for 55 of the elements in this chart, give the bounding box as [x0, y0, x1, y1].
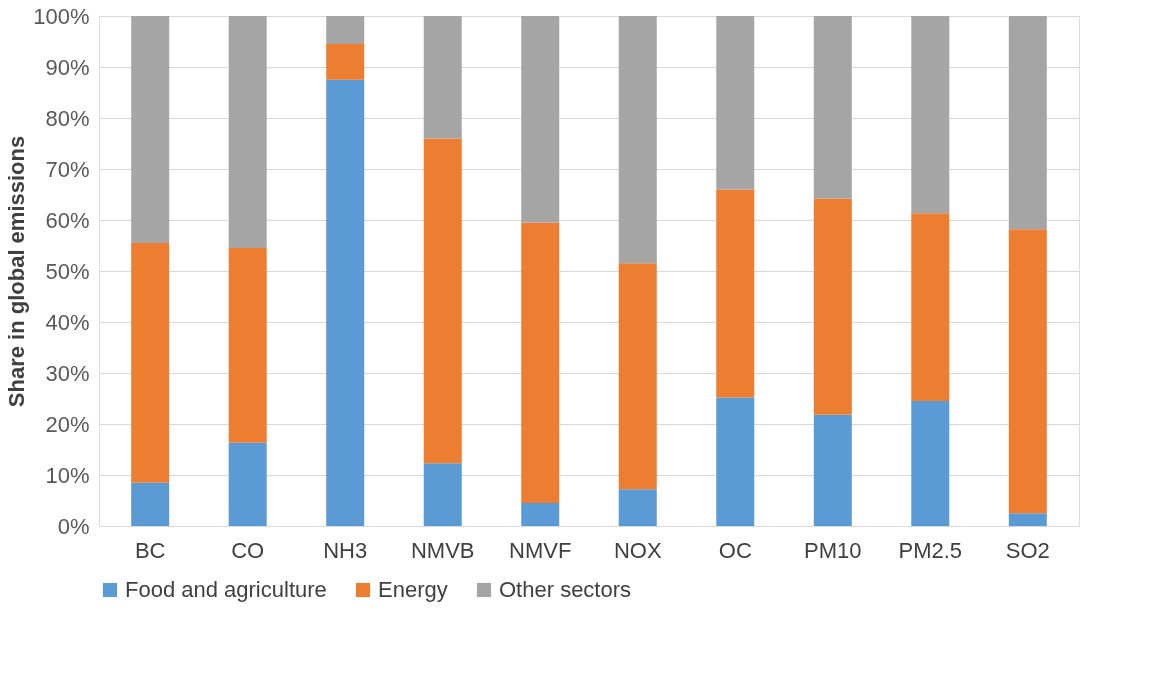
bar: [716, 16, 755, 190]
x-tick-label: NOX: [613, 537, 662, 563]
bar: [618, 489, 657, 526]
bar: [326, 44, 365, 80]
y-tick-label: 90%: [45, 54, 90, 80]
bar: [813, 16, 852, 199]
x-tick-label: PM10: [804, 537, 862, 563]
bar: [228, 16, 267, 249]
bar: [911, 16, 950, 214]
y-tick-label: 10%: [45, 462, 90, 488]
bar: [1008, 513, 1047, 526]
bar: [813, 414, 852, 526]
bar: [911, 401, 950, 526]
y-tick-label: 30%: [45, 360, 90, 386]
x-tick-label: BC: [134, 537, 166, 563]
legend-label: Other sectors: [499, 577, 632, 602]
x-tick-label: NMVB: [410, 537, 475, 563]
y-tick-label: 80%: [45, 105, 90, 131]
y-tick-label: 100%: [33, 3, 90, 29]
y-tick-label: 20%: [45, 411, 90, 437]
bar: [326, 79, 365, 526]
y-tick-label: 0%: [57, 513, 90, 539]
y-tick-label: 50%: [45, 258, 90, 284]
y-axis-title: Share in global emissions: [4, 135, 30, 408]
bar: [423, 16, 462, 139]
bar: [423, 463, 462, 526]
bar: [521, 503, 560, 526]
bar: [228, 442, 267, 526]
x-tick-label: CO: [231, 537, 265, 563]
bar: [521, 222, 560, 504]
bar: [813, 198, 852, 415]
legend-label: Energy: [378, 577, 448, 602]
bar: [911, 213, 950, 402]
bar: [131, 16, 170, 243]
bar: [326, 16, 365, 45]
bar: [716, 397, 755, 526]
bar: [1008, 229, 1047, 514]
bar: [521, 16, 560, 223]
y-tick-label: 40%: [45, 309, 90, 335]
x-tick-label: OC: [718, 537, 752, 563]
bar: [1008, 16, 1047, 230]
bar: [423, 138, 462, 464]
bar: [131, 242, 170, 483]
y-tick-label: 60%: [45, 207, 90, 233]
bar: [131, 482, 170, 526]
x-tick-label: PM2.5: [898, 537, 963, 563]
bar: [618, 16, 657, 264]
x-tick-label: NH3: [323, 537, 368, 563]
x-tick-label: SO2: [1005, 537, 1050, 563]
y-tick-label: 70%: [45, 156, 90, 182]
bar: [716, 189, 755, 398]
legend-label: Food and agriculture: [125, 577, 327, 602]
x-tick-label: NMVF: [509, 537, 572, 563]
bar: [618, 263, 657, 490]
bar: [228, 248, 267, 443]
